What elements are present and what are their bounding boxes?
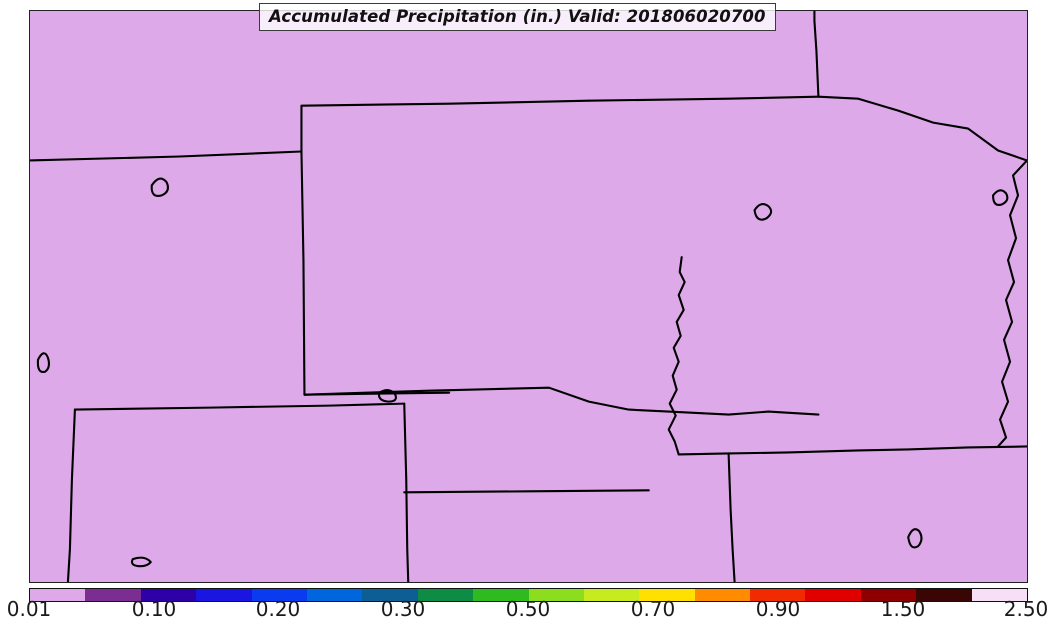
colorbar-segment-0.10 xyxy=(140,589,197,601)
colorbar-segment-0.80 xyxy=(694,589,751,601)
lake-outline-3 xyxy=(377,389,397,403)
colorbar-tick-0.10: 0.10 xyxy=(131,597,177,621)
border-wy-mt xyxy=(30,150,303,162)
colorbar-segment-0.90 xyxy=(750,589,806,601)
colorbar-tick-0.90: 0.90 xyxy=(755,597,801,621)
colorbar-tick-0.20: 0.20 xyxy=(255,597,301,621)
colorbar-segment-1.00 xyxy=(805,589,861,601)
colorbar-segment-0.25 xyxy=(306,589,363,601)
border-co-west xyxy=(66,408,76,582)
precipitation-raster xyxy=(30,11,1027,582)
border-nd-sd xyxy=(587,95,820,102)
colorbar-strip xyxy=(29,588,1028,602)
colorbar-segment-0.70 xyxy=(639,589,695,601)
border-ne-sd xyxy=(303,386,820,416)
colorbar xyxy=(29,588,1028,602)
border-ia-east xyxy=(997,159,1027,448)
colorbar-segment-0.40 xyxy=(473,589,529,601)
border-mn-nd xyxy=(813,11,820,98)
border-co-south xyxy=(403,489,650,494)
lake-outline-6 xyxy=(36,352,50,374)
colorbar-tick-0.01: 0.01 xyxy=(6,597,52,621)
colorbar-tick-1.50: 1.50 xyxy=(880,597,926,621)
colorbar-segment-2.50 xyxy=(971,589,1028,601)
lake-outline-4 xyxy=(907,528,923,549)
colorbar-segment-0.01 xyxy=(30,589,86,601)
colorbar-segment-0.20 xyxy=(251,589,307,601)
colorbar-tick-labels: 0.01 0.10 0.20 0.30 0.50 0.70 0.90 1.50 2.50 xyxy=(0,597,1054,633)
border-mt-nd xyxy=(300,99,590,153)
colorbar-segment-0.60 xyxy=(583,589,640,601)
border-ks-mo xyxy=(727,452,736,582)
map-panel xyxy=(29,10,1028,583)
map-title: Accumulated Precipitation (in.) Valid: 2… xyxy=(259,3,776,31)
colorbar-tick-0.70: 0.70 xyxy=(630,597,676,621)
colorbar-tick-2.50: 2.50 xyxy=(1003,597,1049,621)
colorbar-segment-0.05 xyxy=(85,589,141,601)
colorbar-segment-1.50 xyxy=(916,589,972,601)
colorbar-tick-0.30: 0.30 xyxy=(380,597,426,621)
border-ne-ia-river xyxy=(667,256,686,456)
border-co-east xyxy=(403,402,410,582)
colorbar-segment-1.20 xyxy=(860,589,917,601)
lake-outline-2 xyxy=(992,189,1009,206)
border-mn-ia xyxy=(817,95,1027,162)
colorbar-segment-0.50 xyxy=(528,589,584,601)
colorbar-segment-0.15 xyxy=(196,589,252,601)
lake-outline-1 xyxy=(753,203,773,221)
colorbar-segment-0.30 xyxy=(362,589,418,601)
colorbar-tick-0.50: 0.50 xyxy=(505,597,551,621)
border-ia-mo xyxy=(677,445,1027,456)
border-wy-east xyxy=(300,150,306,396)
colorbar-segment-0.35 xyxy=(417,589,474,601)
lake-outline-5 xyxy=(130,556,152,568)
state-borders-overlay xyxy=(30,11,1027,582)
lake-outline-7 xyxy=(150,177,169,197)
border-co-north xyxy=(73,402,406,411)
border-ks-ne xyxy=(303,391,451,396)
